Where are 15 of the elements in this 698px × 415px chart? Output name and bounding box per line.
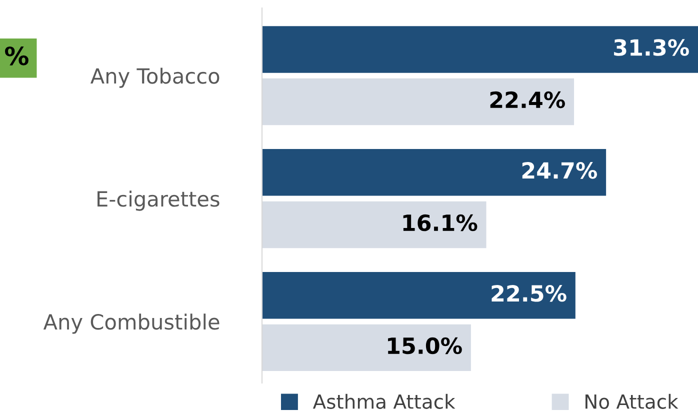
bar: [262, 272, 576, 319]
bar: [262, 149, 606, 196]
y-tick-label: Any Tobacco: [90, 68, 220, 88]
data-label: 24.7%: [522, 162, 598, 179]
legend-label: No Attack: [586, 394, 678, 409]
legend-label: Asthma Attack: [312, 394, 456, 409]
y-tick-label: E-cigarettes: [98, 190, 220, 211]
bar: [262, 26, 698, 73]
data-label: 16.1%: [403, 214, 478, 232]
data-label: 22.5%: [492, 285, 566, 302]
data-label: 22.4%: [490, 91, 565, 108]
text: %: [4, 46, 28, 66]
data-label: 31.3%: [614, 39, 689, 56]
data-label: 15.0%: [388, 337, 462, 354]
y-tick-label: Any Combustible: [43, 314, 220, 334]
